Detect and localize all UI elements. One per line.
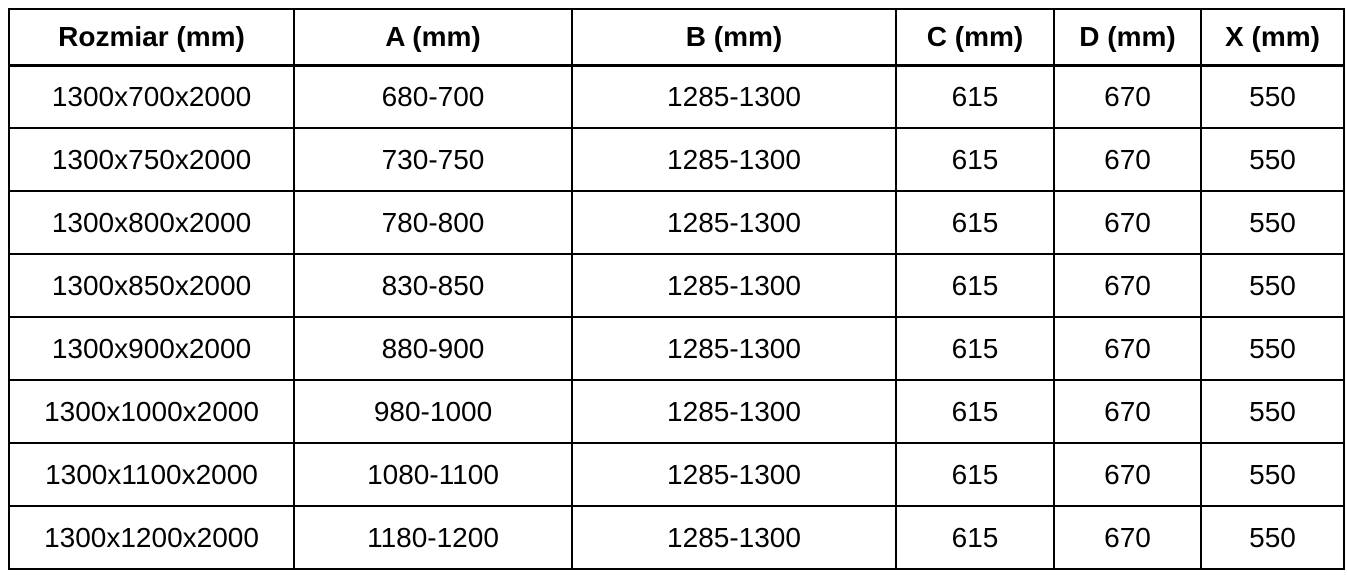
column-header-x: X (mm) <box>1200 8 1345 67</box>
table-cell-x: 550 <box>1200 64 1345 129</box>
table-row: 1300x800x2000 780-800 1285-1300 615 670 … <box>8 190 1345 255</box>
table-cell-b: 1285-1300 <box>571 253 897 318</box>
column-header-a: A (mm) <box>293 8 573 67</box>
table-cell-x: 550 <box>1200 442 1345 507</box>
table-cell-d: 670 <box>1053 379 1202 444</box>
table-cell-d: 670 <box>1053 253 1202 318</box>
table-cell-rozmiar: 1300x1000x2000 <box>8 379 295 444</box>
table-cell-rozmiar: 1300x850x2000 <box>8 253 295 318</box>
table-cell-a: 1180-1200 <box>293 505 573 570</box>
header-row: Rozmiar (mm) A (mm) B (mm) C (mm) D (mm)… <box>8 8 1345 67</box>
table-cell-x: 550 <box>1200 505 1345 570</box>
column-header-c: C (mm) <box>895 8 1055 67</box>
table-cell-a: 830-850 <box>293 253 573 318</box>
table-cell-d: 670 <box>1053 442 1202 507</box>
table-cell-c: 615 <box>895 253 1055 318</box>
table-row: 1300x1000x2000 980-1000 1285-1300 615 67… <box>8 379 1345 444</box>
table-cell-c: 615 <box>895 64 1055 129</box>
table-cell-b: 1285-1300 <box>571 190 897 255</box>
table-row: 1300x750x2000 730-750 1285-1300 615 670 … <box>8 127 1345 192</box>
table-cell-x: 550 <box>1200 316 1345 381</box>
column-header-d: D (mm) <box>1053 8 1202 67</box>
table-cell-a: 730-750 <box>293 127 573 192</box>
table-cell-b: 1285-1300 <box>571 64 897 129</box>
table-cell-a: 880-900 <box>293 316 573 381</box>
table-cell-b: 1285-1300 <box>571 505 897 570</box>
table-row: 1300x1200x2000 1180-1200 1285-1300 615 6… <box>8 505 1345 570</box>
table-cell-x: 550 <box>1200 379 1345 444</box>
table-cell-b: 1285-1300 <box>571 442 897 507</box>
table-row: 1300x1100x2000 1080-1100 1285-1300 615 6… <box>8 442 1345 507</box>
table-cell-a: 980-1000 <box>293 379 573 444</box>
table-row: 1300x900x2000 880-900 1285-1300 615 670 … <box>8 316 1345 381</box>
table-cell-rozmiar: 1300x1100x2000 <box>8 442 295 507</box>
table-cell-c: 615 <box>895 190 1055 255</box>
table-cell-c: 615 <box>895 379 1055 444</box>
table-cell-b: 1285-1300 <box>571 379 897 444</box>
table-cell-rozmiar: 1300x750x2000 <box>8 127 295 192</box>
table-row: 1300x700x2000 680-700 1285-1300 615 670 … <box>8 64 1345 129</box>
size-table-container: Rozmiar (mm) A (mm) B (mm) C (mm) D (mm)… <box>8 8 1345 570</box>
table-cell-rozmiar: 1300x1200x2000 <box>8 505 295 570</box>
table-cell-d: 670 <box>1053 127 1202 192</box>
table-cell-d: 670 <box>1053 505 1202 570</box>
table-cell-rozmiar: 1300x700x2000 <box>8 64 295 129</box>
table-cell-rozmiar: 1300x900x2000 <box>8 316 295 381</box>
table-cell-c: 615 <box>895 442 1055 507</box>
table-cell-c: 615 <box>895 505 1055 570</box>
size-table: Rozmiar (mm) A (mm) B (mm) C (mm) D (mm)… <box>8 8 1345 570</box>
table-cell-x: 550 <box>1200 127 1345 192</box>
table-cell-x: 550 <box>1200 253 1345 318</box>
table-cell-b: 1285-1300 <box>571 316 897 381</box>
table-cell-a: 680-700 <box>293 64 573 129</box>
table-row: 1300x850x2000 830-850 1285-1300 615 670 … <box>8 253 1345 318</box>
table-cell-a: 780-800 <box>293 190 573 255</box>
table-cell-a: 1080-1100 <box>293 442 573 507</box>
table-cell-c: 615 <box>895 316 1055 381</box>
table-cell-rozmiar: 1300x800x2000 <box>8 190 295 255</box>
column-header-rozmiar: Rozmiar (mm) <box>8 8 295 67</box>
table-cell-c: 615 <box>895 127 1055 192</box>
column-header-b: B (mm) <box>571 8 897 67</box>
table-cell-d: 670 <box>1053 316 1202 381</box>
table-cell-b: 1285-1300 <box>571 127 897 192</box>
table-cell-d: 670 <box>1053 64 1202 129</box>
table-cell-x: 550 <box>1200 190 1345 255</box>
table-cell-d: 670 <box>1053 190 1202 255</box>
